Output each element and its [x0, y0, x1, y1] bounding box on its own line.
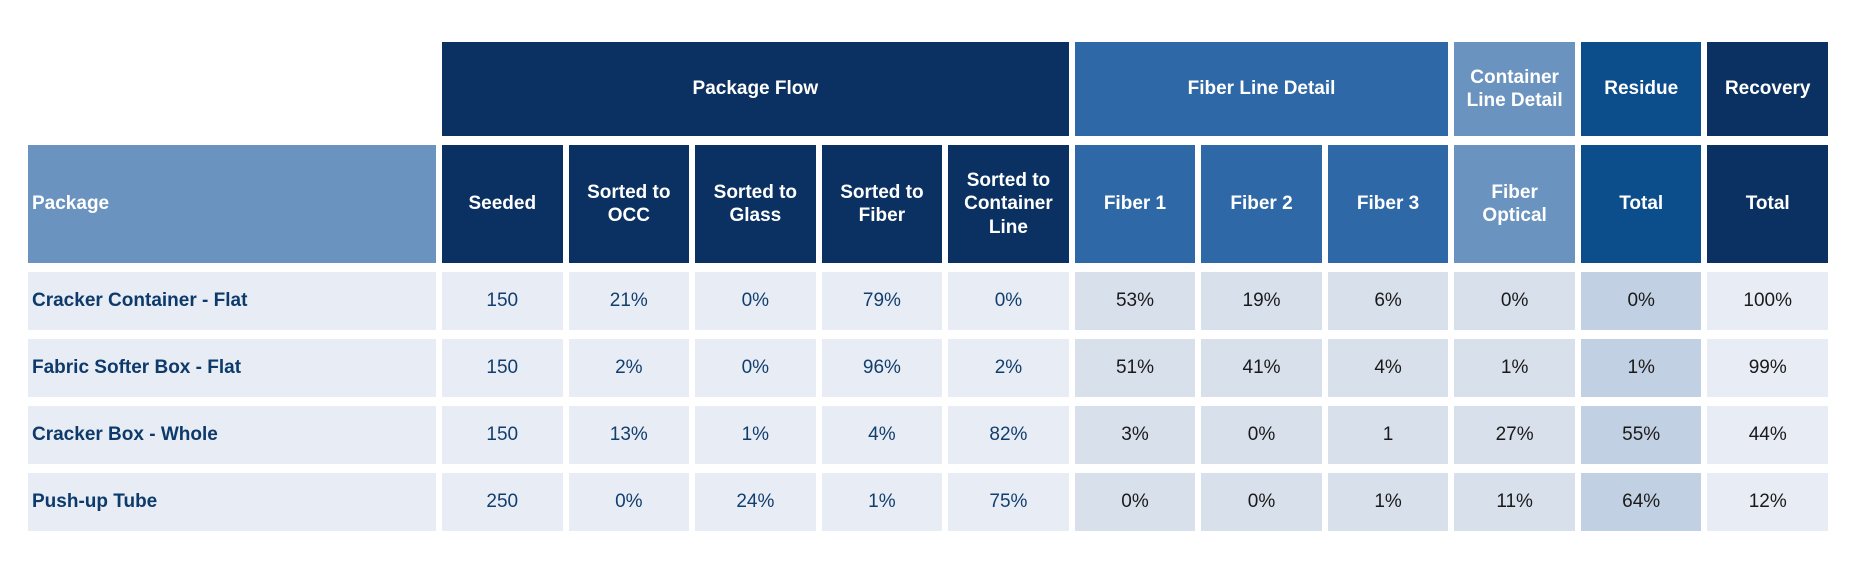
column-header-residue-total: Total: [1580, 145, 1702, 263]
cell-fiber-2: 0%: [1201, 406, 1322, 464]
cell-residue-total: 64%: [1580, 473, 1702, 531]
cell-fiber-1: 53%: [1074, 272, 1196, 330]
column-header-recovery-total: Total: [1707, 145, 1828, 263]
row-package-name: Cracker Container - Flat: [28, 272, 436, 330]
cell-fiber-3: 1%: [1327, 473, 1449, 531]
cell-sorted-to-fiber: 4%: [821, 406, 943, 464]
group-header-recovery: Recovery: [1707, 42, 1828, 136]
cell-sorted-to-occ: 0%: [568, 473, 690, 531]
cell-fiber-2: 0%: [1201, 473, 1322, 531]
cell-sorted-to-occ: 21%: [568, 272, 690, 330]
cell-sorted-to-glass: 24%: [695, 473, 816, 531]
cell-seeded: 150: [442, 272, 563, 330]
column-header-sorted-to-occ: Sorted to OCC: [568, 145, 690, 263]
cell-fiber-2: 41%: [1201, 339, 1322, 397]
cell-sorted-to-glass: 0%: [695, 339, 816, 397]
cell-fiber-3: 4%: [1327, 339, 1449, 397]
cell-recovery-total: 44%: [1707, 406, 1828, 464]
group-header-package-flow: Package Flow: [442, 42, 1069, 136]
cell-fiber-2: 19%: [1201, 272, 1322, 330]
column-header-sorted-to-glass: Sorted to Glass: [695, 145, 816, 263]
cell-residue-total: 1%: [1580, 339, 1702, 397]
column-header-fiber-optical: Fiber Optical: [1454, 145, 1575, 263]
column-header-fiber-2: Fiber 2: [1201, 145, 1322, 263]
cell-fiber-1: 51%: [1074, 339, 1196, 397]
cell-sorted-to-fiber: 79%: [821, 272, 943, 330]
cell-sorted-to-glass: 0%: [695, 272, 816, 330]
group-header-fiber-line-detail: Fiber Line Detail: [1074, 42, 1449, 136]
table-grid: Package Flow Fiber Line Detail Container…: [28, 42, 1828, 531]
cell-sorted-to-container-line: 82%: [948, 406, 1069, 464]
cell-residue-total: 55%: [1580, 406, 1702, 464]
cell-sorted-to-container-line: 2%: [948, 339, 1069, 397]
group-header-container-line-detail: Container Line Detail: [1454, 42, 1575, 136]
row-package-name: Push-up Tube: [28, 473, 436, 531]
cell-sorted-to-fiber: 1%: [821, 473, 943, 531]
cell-fiber-1: 3%: [1074, 406, 1196, 464]
column-header-sorted-to-fiber: Sorted to Fiber: [821, 145, 943, 263]
row-package-name: Fabric Softer Box - Flat: [28, 339, 436, 397]
cell-sorted-to-glass: 1%: [695, 406, 816, 464]
cell-sorted-to-occ: 13%: [568, 406, 690, 464]
cell-fiber-optical: 0%: [1454, 272, 1575, 330]
column-header-seeded: Seeded: [442, 145, 563, 263]
cell-seeded: 150: [442, 406, 563, 464]
cell-sorted-to-container-line: 75%: [948, 473, 1069, 531]
column-header-fiber-1: Fiber 1: [1074, 145, 1196, 263]
cell-fiber-3: 6%: [1327, 272, 1449, 330]
cell-sorted-to-fiber: 96%: [821, 339, 943, 397]
cell-seeded: 250: [442, 473, 563, 531]
cell-sorted-to-occ: 2%: [568, 339, 690, 397]
column-header-fiber-3: Fiber 3: [1327, 145, 1449, 263]
cell-recovery-total: 100%: [1707, 272, 1828, 330]
row-package-name: Cracker Box - Whole: [28, 406, 436, 464]
column-header-sorted-to-container-line: Sorted to Container Line: [948, 145, 1069, 263]
cell-fiber-optical: 27%: [1454, 406, 1575, 464]
cell-fiber-3: 1: [1327, 406, 1449, 464]
cell-recovery-total: 12%: [1707, 473, 1828, 531]
cell-residue-total: 0%: [1580, 272, 1702, 330]
cell-fiber-optical: 11%: [1454, 473, 1575, 531]
cell-sorted-to-container-line: 0%: [948, 272, 1069, 330]
group-header-residue: Residue: [1580, 42, 1702, 136]
cell-seeded: 150: [442, 339, 563, 397]
corner-spacer: [28, 42, 436, 136]
column-header-package: Package: [28, 145, 436, 263]
cell-fiber-optical: 1%: [1454, 339, 1575, 397]
cell-recovery-total: 99%: [1707, 339, 1828, 397]
cell-fiber-1: 0%: [1074, 473, 1196, 531]
recovery-table: Package Flow Fiber Line Detail Container…: [28, 42, 1828, 531]
